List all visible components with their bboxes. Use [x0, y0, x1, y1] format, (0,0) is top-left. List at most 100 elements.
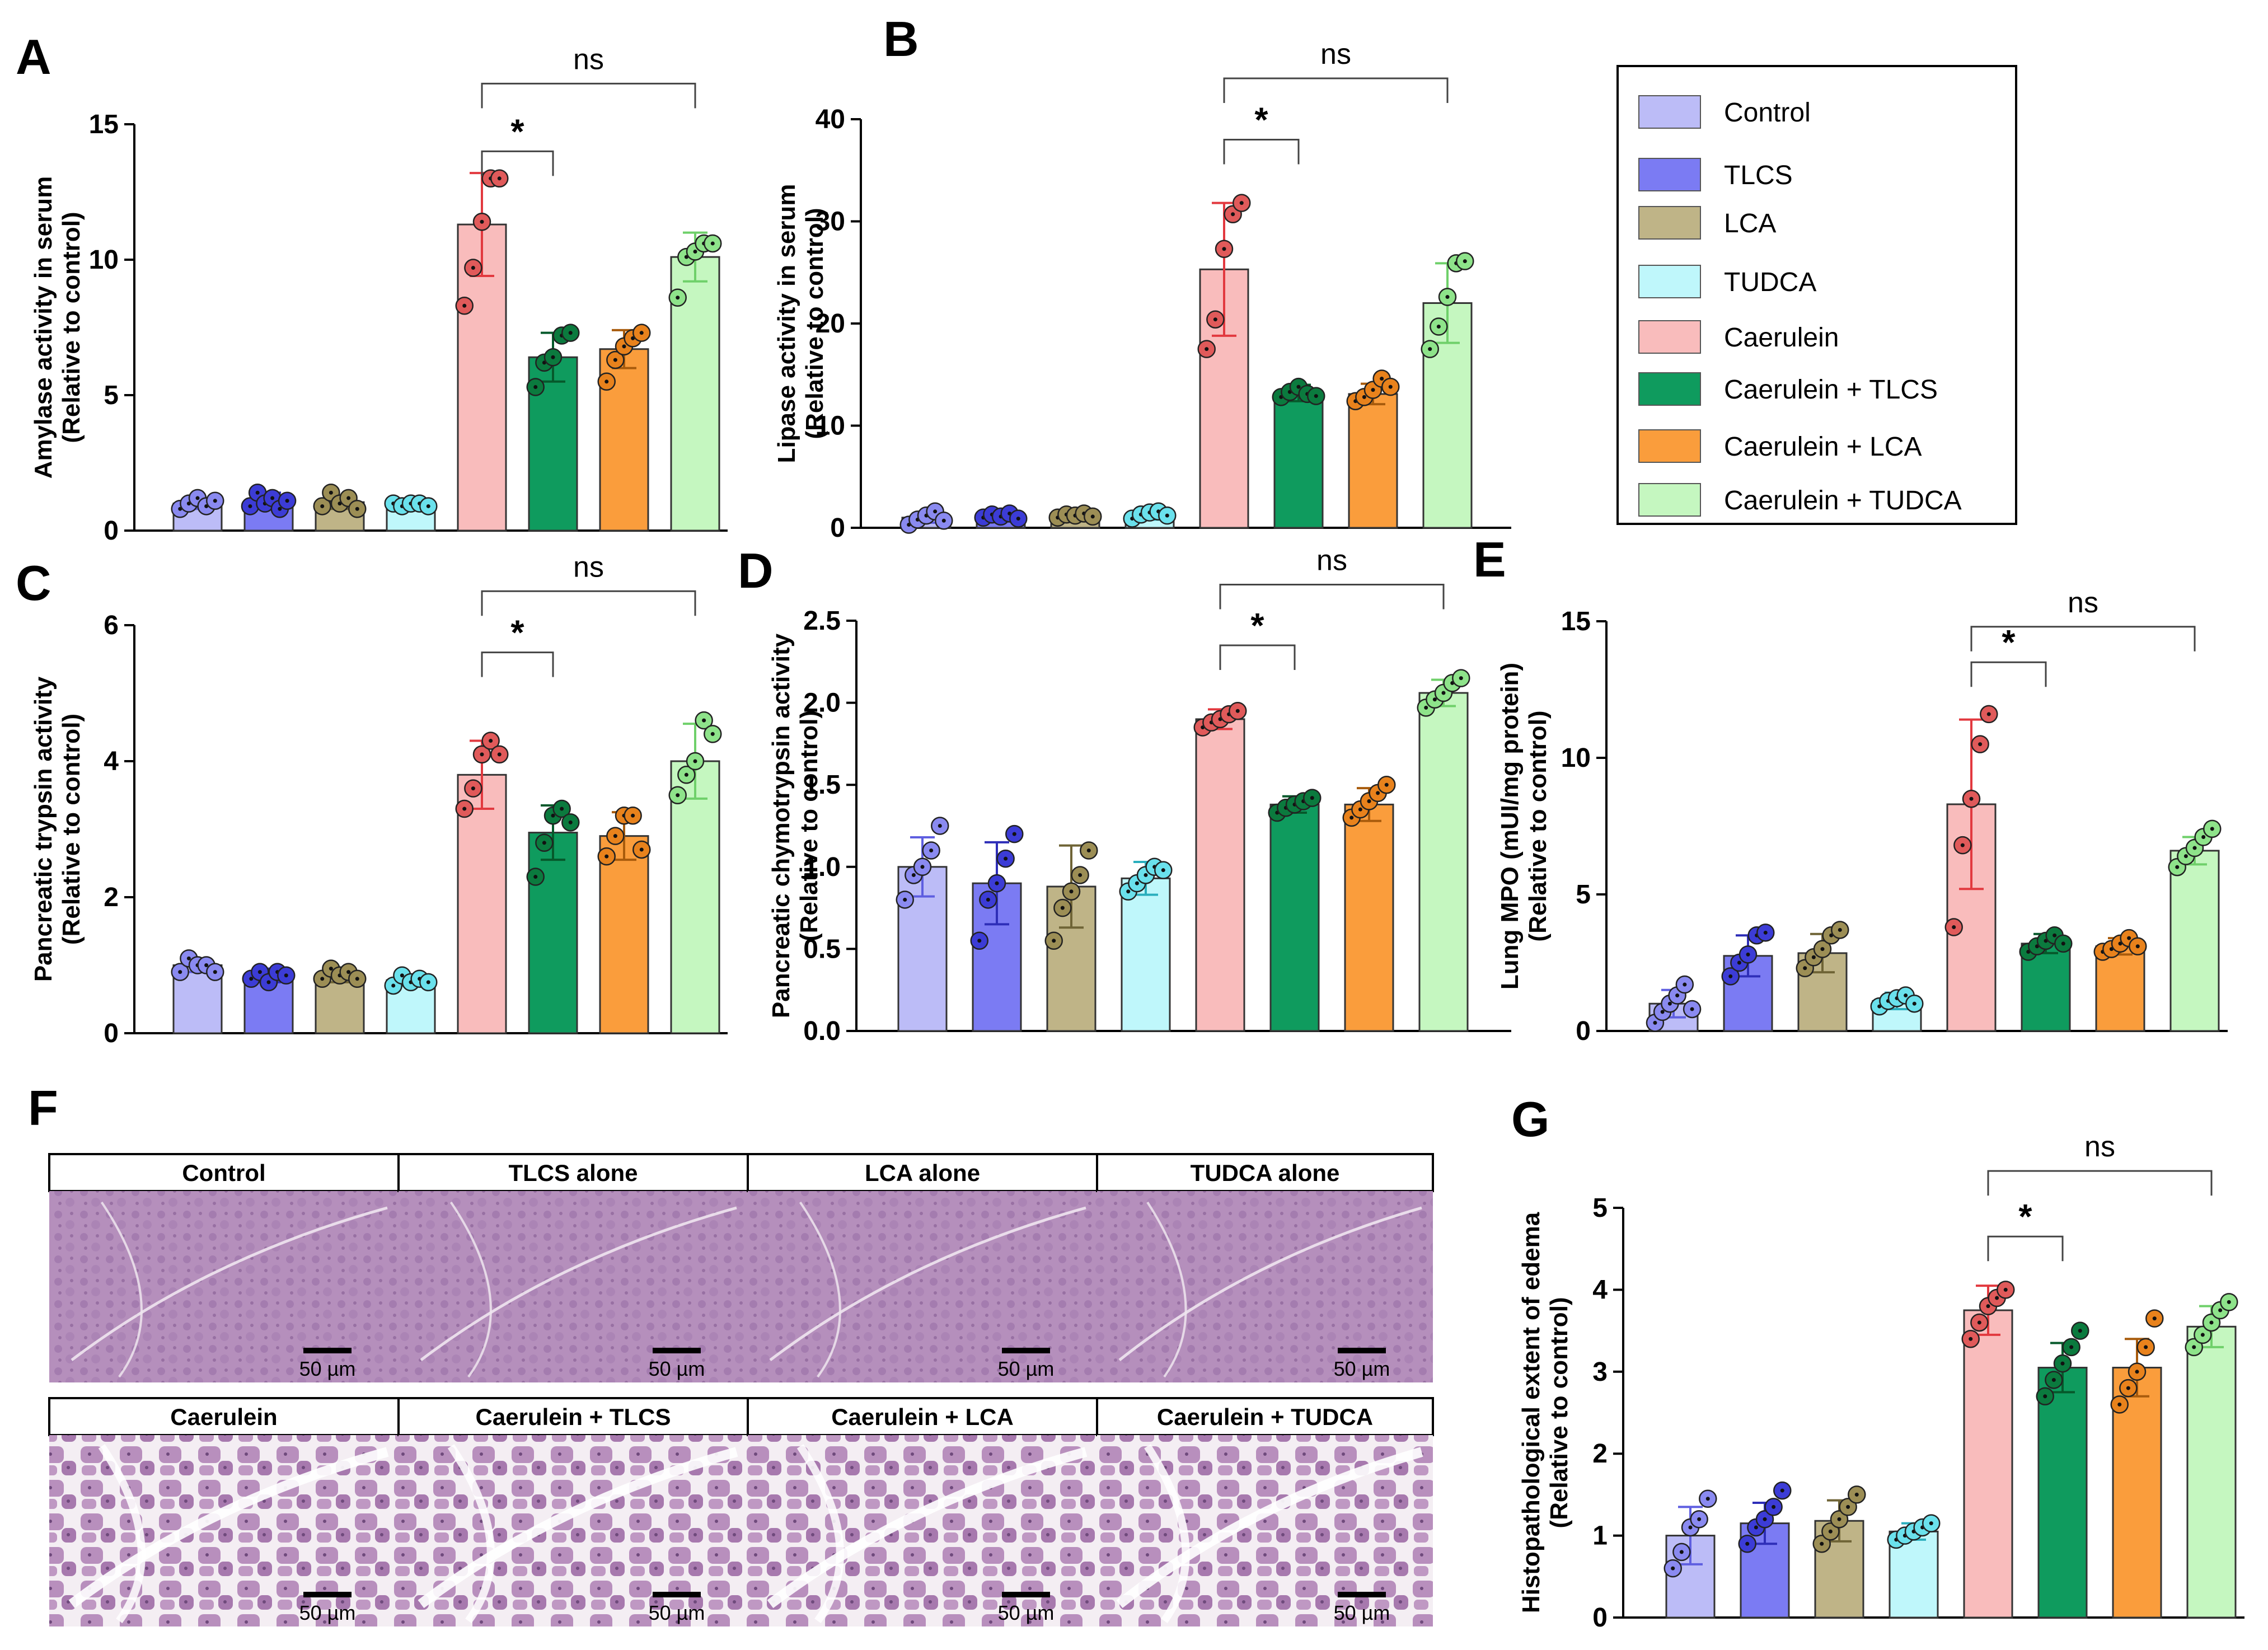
bar — [599, 835, 649, 1034]
data-point-center — [1441, 691, 1446, 695]
data-point-center — [1310, 796, 1314, 800]
data-point-center — [560, 807, 564, 811]
data-point-center — [1314, 394, 1318, 399]
data-point-center — [1904, 993, 1908, 998]
significance-label: * — [1254, 101, 1268, 140]
scale-bar — [1002, 1592, 1050, 1597]
significance-label: ns — [2084, 1131, 2115, 1163]
y-axis-label: (Relative to control) — [1545, 1297, 1573, 1528]
data-point-center — [920, 865, 925, 869]
data-point-center — [2144, 1345, 2148, 1349]
data-point-center — [213, 970, 217, 974]
data-point-center — [1803, 966, 1807, 971]
bar — [1344, 803, 1394, 1032]
histology-header-label: TLCS alone — [508, 1160, 638, 1186]
scale-bar-label: 50 µm — [649, 1357, 705, 1380]
y-tick-label: 5 — [104, 381, 119, 410]
data-point-center — [1995, 1296, 1999, 1300]
significance-bracket — [1223, 139, 1300, 165]
data-point-center — [568, 331, 573, 335]
data-point-center — [1004, 856, 1008, 861]
data-point-center — [1463, 259, 1467, 264]
y-axis-label: Lung MPO (mUI/mg protein) — [1496, 663, 1524, 990]
data-point-center — [1780, 1488, 1784, 1493]
data-point-center — [471, 266, 475, 270]
significance-bracket — [1987, 1170, 2213, 1196]
scale-bar — [653, 1348, 701, 1353]
data-point-center — [2135, 944, 2140, 949]
data-point-center — [1811, 955, 1816, 959]
significance-label: ns — [573, 43, 604, 76]
data-point-center — [1358, 807, 1362, 812]
legend-swatch — [1638, 206, 1701, 240]
data-point-center — [1362, 395, 1366, 399]
significance-label: ns — [1316, 544, 1347, 576]
data-point-center — [480, 219, 484, 224]
data-point-center — [684, 772, 688, 777]
y-tick-label: 5 — [1576, 880, 1591, 910]
amylase-chart: 0 5 10 15 Amylase activity in serum (Relative… — [30, 43, 728, 546]
data-point-center — [1838, 927, 1842, 932]
legend-label: TUDCA — [1724, 268, 1816, 297]
data-point-center — [320, 977, 325, 981]
data-point-center — [426, 504, 430, 508]
y-tick-label: 0 — [830, 513, 845, 543]
data-point-center — [462, 807, 467, 811]
data-point-center — [1367, 799, 1371, 804]
edema-chart: 0 1 2 3 4 5 Histopathological extent of edema(… — [1517, 1131, 2244, 1633]
significance-bracket — [1219, 584, 1445, 610]
data-point-center — [1737, 960, 1741, 965]
y-axis-label: (Relative to control) — [795, 710, 823, 941]
data-point-center — [1828, 1529, 1833, 1534]
data-point-center — [1380, 377, 1384, 381]
data-point-center — [1222, 247, 1226, 251]
scale-bar-label: 50 µm — [998, 1601, 1055, 1624]
data-point-center — [2192, 846, 2197, 850]
y-tick-label: 6 — [104, 611, 119, 640]
data-point-center — [710, 732, 715, 736]
data-point-center — [471, 786, 475, 791]
panel-label-g: G — [1511, 1091, 1549, 1147]
data-point-center — [1746, 952, 1750, 957]
data-point-center — [249, 977, 254, 981]
data-point-center — [903, 897, 907, 902]
histology-septum — [1116, 1447, 1423, 1609]
data-point-center — [1205, 347, 1209, 351]
y-tick-label: 10 — [1561, 743, 1591, 773]
data-point-center — [2201, 835, 2206, 840]
y-tick-label: 0 — [104, 1019, 119, 1048]
significance-bracket — [1970, 661, 2047, 687]
histology-septum — [71, 1206, 388, 1361]
data-point-center — [204, 963, 209, 967]
y-tick-label: 2.0 — [803, 688, 841, 718]
y-tick-label: 0.0 — [803, 1016, 841, 1046]
data-point-center — [1697, 1517, 1702, 1521]
y-tick-label: 1.5 — [803, 770, 841, 800]
y-tick-label: 0 — [1592, 1603, 1608, 1633]
legend-label: Caerulein + TLCS — [1724, 375, 1938, 405]
data-point-center — [676, 793, 680, 798]
data-point-center — [1978, 742, 1983, 747]
bar — [2037, 1366, 2088, 1619]
y-tick-label: 1.0 — [803, 852, 841, 882]
data-point-center — [542, 841, 546, 845]
data-point-center — [195, 496, 200, 500]
significance-bracket — [481, 150, 554, 176]
scale-bar — [1002, 1348, 1050, 1353]
significance-label: * — [2002, 624, 2016, 662]
significance-bracket — [481, 651, 554, 677]
y-tick-label: 2.5 — [803, 606, 841, 636]
data-point-center — [400, 973, 404, 978]
histology-header-label: Caerulein + LCA — [831, 1404, 1014, 1430]
data-point-center — [2209, 1320, 2214, 1325]
data-point-center — [1376, 791, 1380, 795]
data-point-center — [977, 939, 982, 943]
scale-bar-label: 50 µm — [1334, 1357, 1390, 1380]
panel-label-a: A — [16, 29, 51, 85]
legend-swatch — [1638, 158, 1701, 191]
data-point-center — [639, 331, 644, 335]
histology-header-label: Caerulein + TLCS — [476, 1404, 671, 1430]
y-tick-label: 15 — [89, 110, 119, 139]
panel-label-b: B — [883, 11, 919, 67]
data-point-center — [213, 499, 217, 503]
